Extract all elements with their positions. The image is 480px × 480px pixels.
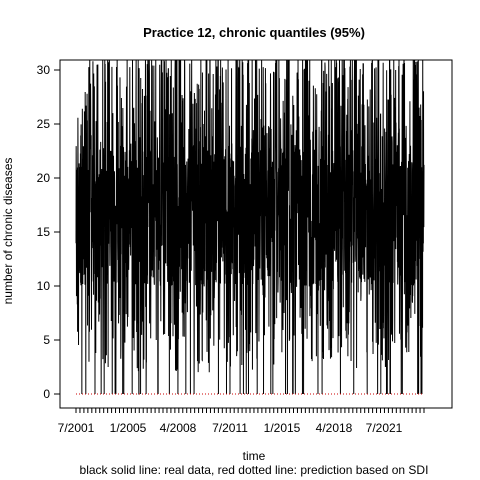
x-tick-label: 7/2001 — [58, 421, 95, 435]
y-tick-label: 5 — [43, 333, 50, 347]
chart-caption: black solid line: real data, red dotted … — [80, 463, 429, 477]
y-tick-label: 30 — [37, 63, 51, 77]
x-tick-label: 1/2005 — [110, 421, 147, 435]
y-tick-label: 0 — [43, 387, 50, 401]
x-axis-label: time — [243, 449, 266, 463]
y-tick-label: 15 — [37, 225, 51, 239]
series-group — [75, 60, 425, 395]
x-tick-label: 1/2015 — [264, 421, 301, 435]
x-tick-label: 4/2008 — [160, 421, 197, 435]
x-tick-label: 7/2011 — [212, 421, 248, 435]
x-axis: 7/2001 1/2005 4/2008 7/2011 1/2015 4/2018 7/20… — [58, 408, 425, 435]
y-axis-label: number of chronic diseases — [1, 158, 15, 305]
x-tick-label: 4/2018 — [316, 421, 353, 435]
y-tick-label: 25 — [37, 117, 51, 131]
y-tick-label: 20 — [37, 171, 51, 185]
plot-area — [75, 60, 425, 395]
chart-title: Practice 12, chronic quantiles (95%) — [143, 25, 365, 40]
x-tick-label: 7/2021 — [366, 421, 403, 435]
real-data-line — [75, 60, 425, 395]
y-tick-label: 10 — [37, 279, 51, 293]
plot-frame — [59, 59, 453, 409]
y-axis: 0 5 10 15 20 25 30 — [37, 63, 60, 401]
